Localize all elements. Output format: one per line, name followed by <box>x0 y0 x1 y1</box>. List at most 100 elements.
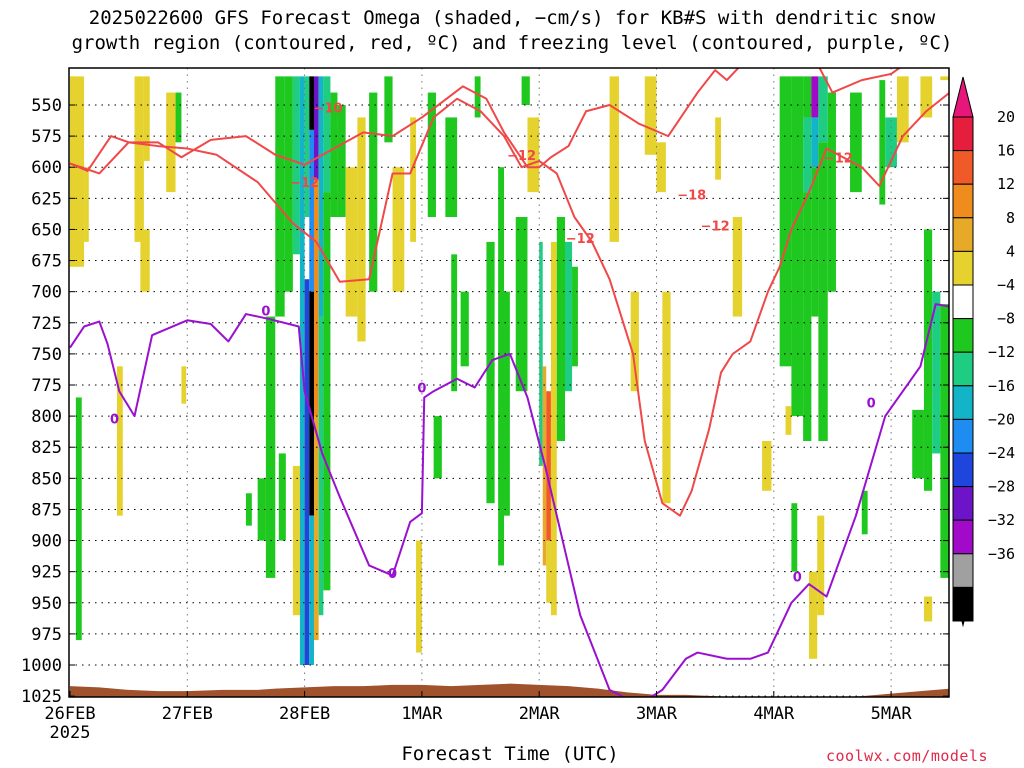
omega-cell <box>140 229 150 292</box>
colorbar-swatch <box>952 217 974 252</box>
colorbar-swatch <box>952 150 974 185</box>
omega-cell <box>521 76 530 105</box>
colorbar-label: 16 <box>997 142 1015 160</box>
omega-cell <box>245 493 252 526</box>
y-tick-label: 950 <box>31 594 62 614</box>
colorbar-bottom-arrow <box>953 587 973 628</box>
y-axis: 550 575 600 625 650 675 700 725 750 775 800 825 850 8… <box>21 96 949 707</box>
omega-cell <box>565 241 573 392</box>
y-tick-label: 875 <box>31 500 62 520</box>
omega-cell <box>827 92 836 292</box>
omega-cell <box>486 241 495 504</box>
omega-cell <box>433 416 442 479</box>
y-tick-label: 700 <box>31 283 62 303</box>
omega-cell <box>284 76 293 292</box>
y-tick-label: 550 <box>31 96 62 116</box>
omega-cell <box>715 117 722 180</box>
omega-cell <box>445 117 458 217</box>
omega-cell <box>630 291 639 392</box>
omega-cell <box>923 229 933 491</box>
y-tick-label: 625 <box>31 189 62 209</box>
x-tick-label: 27FEB <box>162 704 213 724</box>
y-tick-label: 775 <box>31 376 62 396</box>
omega-cell <box>278 453 286 541</box>
omega-cell <box>572 266 578 367</box>
colorbar-label: 12 <box>997 175 1015 193</box>
colorbar-swatch <box>952 486 974 521</box>
omega-cell <box>662 291 671 504</box>
omega-cell <box>337 105 346 217</box>
omega-cell <box>313 416 319 641</box>
omega-cell <box>811 167 819 317</box>
colorbar-swatch <box>952 250 974 286</box>
omega-shading <box>70 76 949 665</box>
title-line-2: growth region (contoured, red, ºC) and f… <box>71 32 953 54</box>
colorbar-label: −36 <box>988 545 1015 563</box>
terrain-fill <box>70 683 949 697</box>
omega-cell <box>345 167 358 317</box>
omega-cell <box>392 167 405 292</box>
omega-cell <box>644 76 657 155</box>
omega-cell <box>299 76 305 230</box>
colorbar-swatch <box>952 351 974 387</box>
omega-cell <box>527 117 540 193</box>
x-tick-label: 28FEB <box>279 704 330 724</box>
omega-cell <box>309 291 314 516</box>
credit-link[interactable]: coolwx.com/models <box>826 747 989 765</box>
contour-label: 0 <box>417 381 426 396</box>
contour-label: −12 <box>290 176 319 191</box>
omega-cell <box>460 291 469 367</box>
omega-cell <box>932 291 941 454</box>
omega-cell <box>785 406 792 435</box>
omega-cell <box>304 279 310 665</box>
omega-cell <box>166 92 176 193</box>
omega-cell <box>504 291 510 516</box>
omega-cell <box>879 80 886 205</box>
omega-cell <box>330 92 338 217</box>
omega-cell <box>292 465 300 616</box>
omega-cell <box>474 76 481 118</box>
omega-cell <box>299 229 305 665</box>
colorbar-swatch <box>952 116 974 152</box>
omega-cell <box>410 117 417 242</box>
x-tick-label: 5MAR <box>871 704 913 724</box>
y-tick-label: 600 <box>31 158 62 178</box>
x-tick-label: 1MAR <box>401 704 443 724</box>
contour-label: 0 <box>867 396 876 411</box>
omega-cell <box>357 117 366 342</box>
contour-label: −18 <box>677 189 706 204</box>
omega-cell <box>791 76 804 417</box>
omega-cell <box>940 304 949 578</box>
y-tick-label: 975 <box>31 625 62 645</box>
contour-label: −12 <box>824 151 853 166</box>
omega-cell <box>451 254 458 392</box>
omega-cell <box>817 515 825 616</box>
omega-cell <box>779 76 792 367</box>
colorbar-swatch <box>952 284 974 320</box>
omega-cell <box>181 366 187 404</box>
omega-cell <box>275 76 285 317</box>
colorbar-swatch <box>952 418 974 454</box>
contour-label: 0 <box>110 413 119 428</box>
dgz-lower-line <box>69 91 949 517</box>
colorbar-swatch <box>952 385 974 420</box>
colorbar-label: −16 <box>988 377 1015 395</box>
omega-cell <box>369 92 378 292</box>
omega-cell <box>84 167 89 242</box>
omega-cell <box>427 92 436 217</box>
contour-label: −12 <box>566 232 595 247</box>
omega-cell <box>811 117 819 168</box>
omega-cell <box>175 92 182 143</box>
colorbar-label: −32 <box>988 511 1015 529</box>
y-tick-label: 850 <box>31 469 62 489</box>
gridlines <box>69 68 949 697</box>
omega-cell <box>313 179 319 417</box>
colorbar-label: 4 <box>1006 242 1015 260</box>
omega-cell <box>546 540 551 603</box>
omega-cell <box>313 76 319 180</box>
colorbar-top-arrow <box>952 76 974 118</box>
contour-label: −12 <box>701 220 730 235</box>
contour-label: 0 <box>261 304 270 319</box>
contour-label: −10 <box>314 101 343 116</box>
x-tick-label: 26FEB <box>44 704 95 724</box>
